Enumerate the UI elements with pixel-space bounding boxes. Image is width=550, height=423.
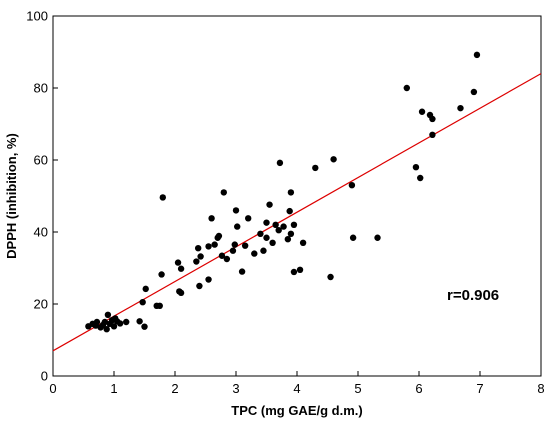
data-point xyxy=(142,285,149,293)
data-point xyxy=(290,268,298,276)
data-point xyxy=(470,88,478,96)
trendline-group xyxy=(52,73,542,352)
data-point xyxy=(159,194,166,201)
x-tick-label: 4 xyxy=(293,381,300,396)
data-point xyxy=(194,245,202,252)
data-point xyxy=(116,320,124,327)
data-point xyxy=(296,266,304,273)
data-point xyxy=(280,223,287,230)
x-tick-label: 6 xyxy=(415,381,422,396)
data-point xyxy=(457,104,464,112)
data-point xyxy=(196,282,203,290)
data-point xyxy=(272,221,279,228)
data-point xyxy=(177,265,185,272)
data-point xyxy=(101,318,109,326)
y-axis-title: DPPH (inhibition, %) xyxy=(4,133,19,259)
x-tick-label: 7 xyxy=(476,381,483,396)
trendline xyxy=(52,73,542,352)
data-point xyxy=(263,234,270,241)
data-point xyxy=(141,323,148,330)
y-tick-label: 0 xyxy=(41,369,48,384)
data-point xyxy=(123,318,130,326)
data-point xyxy=(269,239,276,246)
data-point xyxy=(174,259,182,266)
data-point xyxy=(276,159,284,167)
data-point xyxy=(312,164,319,172)
data-point xyxy=(257,230,264,237)
data-point xyxy=(260,247,267,254)
y-tick-label: 80 xyxy=(34,81,48,96)
data-point xyxy=(417,174,424,182)
data-point xyxy=(231,241,238,248)
x-tick-label: 3 xyxy=(232,381,239,396)
data-point xyxy=(110,323,118,330)
data-point xyxy=(197,253,204,260)
data-point xyxy=(238,268,246,275)
x-tick-label: 8 xyxy=(537,381,544,396)
data-point xyxy=(418,108,426,115)
x-tick-label: 0 xyxy=(49,381,56,396)
data-point xyxy=(177,289,185,297)
data-point xyxy=(232,207,240,214)
data-point xyxy=(220,189,227,196)
data-point xyxy=(349,234,357,241)
data-point xyxy=(208,215,215,222)
data-point xyxy=(139,299,146,306)
data-point xyxy=(287,230,295,237)
data-point xyxy=(104,311,112,318)
x-tick-label: 2 xyxy=(171,381,178,396)
data-point xyxy=(403,84,410,92)
data-point xyxy=(287,189,295,196)
correlation-annotation: r=0.906 xyxy=(447,287,499,304)
data-point xyxy=(156,302,163,309)
data-point xyxy=(193,258,200,265)
data-point xyxy=(330,156,337,163)
data-point xyxy=(136,318,143,325)
data-point xyxy=(241,242,249,249)
data-point xyxy=(245,215,252,222)
y-tick-label: 40 xyxy=(34,225,48,240)
data-point xyxy=(263,219,270,226)
data-point xyxy=(266,201,273,208)
data-point xyxy=(284,236,292,243)
data-point xyxy=(205,276,212,283)
x-axis-title: TPC (mg GAE/g d.m.) xyxy=(231,403,362,418)
data-point xyxy=(412,164,420,171)
data-point xyxy=(429,131,436,138)
data-point xyxy=(290,221,298,228)
x-tick-label: 5 xyxy=(354,381,361,396)
data-points xyxy=(85,51,481,333)
data-point xyxy=(229,247,237,254)
data-point xyxy=(223,255,231,263)
data-point xyxy=(158,271,165,278)
data-point xyxy=(93,318,101,326)
data-point xyxy=(211,241,218,248)
data-point xyxy=(205,243,212,250)
data-point xyxy=(215,232,223,240)
data-point xyxy=(103,326,110,333)
data-point xyxy=(374,234,381,241)
data-point xyxy=(299,239,307,246)
data-point xyxy=(234,223,241,230)
data-point xyxy=(473,51,481,59)
y-tick-label: 20 xyxy=(34,297,48,312)
data-point xyxy=(348,182,356,189)
data-point xyxy=(218,252,226,259)
y-tick-label: 100 xyxy=(26,9,48,24)
data-point xyxy=(327,273,334,281)
x-tick-label: 1 xyxy=(110,381,117,396)
y-tick-label: 60 xyxy=(34,153,48,168)
data-point xyxy=(429,115,436,123)
data-point xyxy=(286,207,293,215)
data-point xyxy=(275,227,282,234)
data-point xyxy=(251,250,258,257)
